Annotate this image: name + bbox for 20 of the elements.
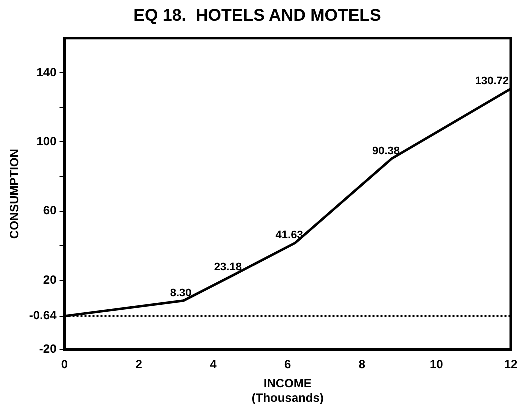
data-label: 130.72 <box>475 76 509 88</box>
x-tick-label: 10 <box>430 357 444 372</box>
y-tick-label: 100 <box>36 134 58 149</box>
x-tick-label: 2 <box>136 357 143 372</box>
x-axis-title: INCOME (Thousands) <box>252 376 324 406</box>
y-tick-label: -20 <box>39 342 58 356</box>
y-tick-label: 20 <box>43 272 58 287</box>
chart-title: EQ 18. HOTELS AND MOTELS <box>134 6 382 25</box>
data-label: 8.30 <box>170 287 192 300</box>
y-axis-title: CONSUMPTION <box>8 149 22 240</box>
x-tick-label: 4 <box>210 357 218 372</box>
y-tick-label: 60 <box>43 204 58 218</box>
y-tick-label: 140 <box>36 65 58 80</box>
data-label: 23.18 <box>214 262 242 274</box>
x-tick-label: 0 <box>61 357 68 372</box>
x-tick-label: 8 <box>358 357 366 372</box>
y-tick-label: -0.64 <box>29 308 58 323</box>
data-label: 90.38 <box>372 145 400 158</box>
x-tick-label: 6 <box>284 357 292 372</box>
x-tick-label: 12 <box>504 357 518 372</box>
